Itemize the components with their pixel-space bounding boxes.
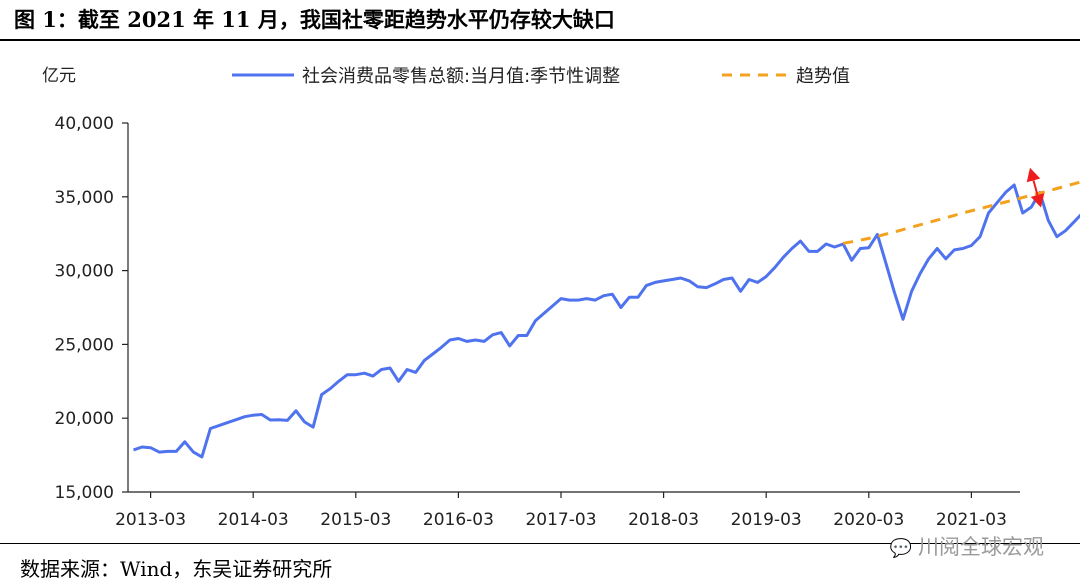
line-chart: 15,000 20,000 25,000 30,000 35,000 40,000 201… <box>42 66 1080 530</box>
x-tick-label: 2013-03 <box>115 510 186 530</box>
x-tick-label: 2021-03 <box>936 510 1007 530</box>
series-line-actual <box>133 183 1080 459</box>
figure-title: 图 1：截至 2021 年 11 月，我国社零距趋势水平仍存较大缺口 <box>14 7 615 32</box>
chat-bubble-icon: 💬 <box>889 538 912 559</box>
gap-arrow-head-top <box>1026 167 1041 183</box>
chart-axes <box>122 122 1020 498</box>
source-note: 数据来源：Wind，东吴证券研究所 <box>20 557 333 581</box>
annotation-layer <box>1026 167 1045 208</box>
watermark: 💬 川阅全球宏观 <box>890 531 1044 561</box>
x-tick-label: 2019-03 <box>731 510 802 530</box>
y-axis-unit-label: 亿元 <box>42 66 76 86</box>
series-line-trend <box>842 180 1080 245</box>
gap-arrow-shaft <box>1032 180 1039 196</box>
y-tick-label: 20,000 <box>55 409 114 429</box>
bottom-rule <box>0 543 1080 544</box>
top-rule <box>0 39 1080 41</box>
x-tick-labels: 2013-03 2014-03 2015-03 2016-03 2017-03 2018-… <box>115 510 1007 530</box>
y-tick-labels: 15,000 20,000 25,000 30,000 35,000 40,000 <box>55 114 114 503</box>
x-tick-label: 2020-03 <box>833 510 904 530</box>
y-tick-label: 15,000 <box>55 483 114 503</box>
y-tick-label: 35,000 <box>55 188 114 208</box>
legend-label-actual: 社会消费品零售总额:当月值:季节性调整 <box>302 66 620 87</box>
y-tick-label: 40,000 <box>55 114 114 134</box>
chart-legend: 社会消费品零售总额:当月值:季节性调整 趋势值 <box>232 66 850 87</box>
x-tick-label: 2016-03 <box>423 510 494 530</box>
y-tick-label: 30,000 <box>55 262 114 282</box>
x-tick-label: 2015-03 <box>320 510 391 530</box>
x-tick-label: 2014-03 <box>218 510 289 530</box>
watermark-text: 川阅全球宏观 <box>918 535 1044 559</box>
x-tick-label: 2018-03 <box>628 510 699 530</box>
y-tick-label: 25,000 <box>55 335 114 355</box>
x-tick-label: 2017-03 <box>525 510 596 530</box>
series-layer <box>133 180 1080 459</box>
gap-arrow-head-bottom <box>1030 193 1045 208</box>
legend-label-trend: 趋势值 <box>796 66 850 87</box>
